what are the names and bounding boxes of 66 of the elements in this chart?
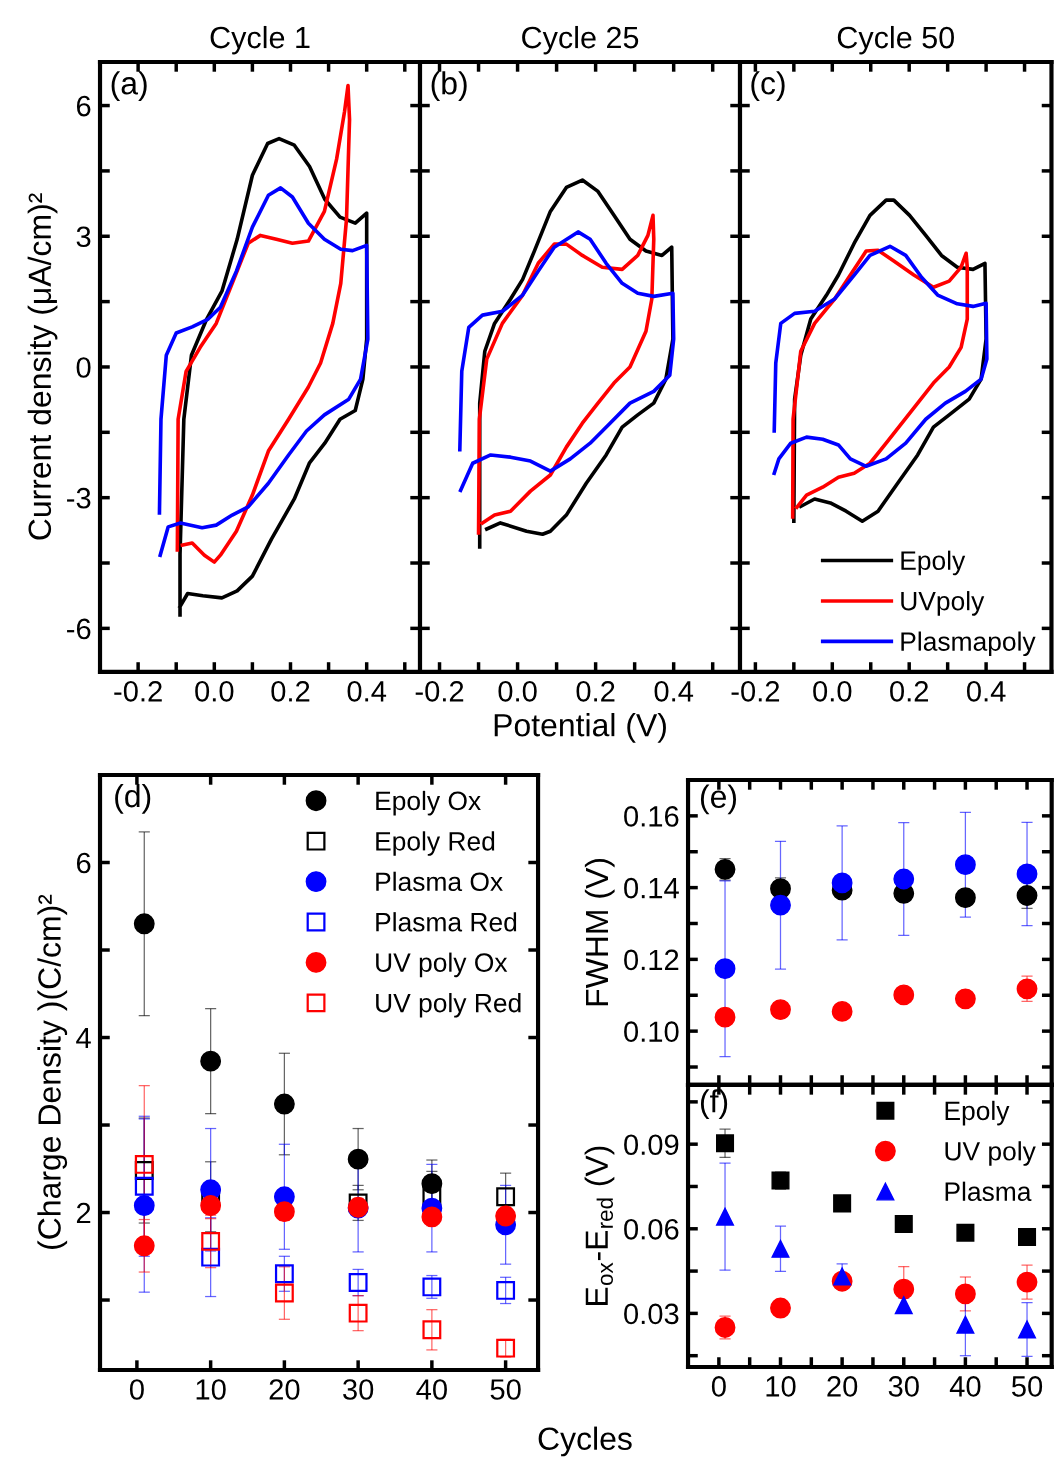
annotation: (f)	[700, 1089, 728, 1119]
y-tick-label: 0.09	[624, 1134, 679, 1156]
x-tick-label: 40	[949, 1376, 981, 1397]
legend-label: Epoly Ox	[376, 790, 481, 816]
annotation: (a)	[111, 71, 147, 101]
legend-label: UVpoly	[901, 591, 985, 616]
x-tick-label: 0.4	[347, 681, 387, 702]
y-axis-title: (Charge Density )(C/cm)²	[37, 894, 68, 1249]
x-tick-label: 50	[1011, 1376, 1043, 1397]
legend-label: Epoly Red	[376, 831, 495, 856]
chart-title: Cycle 1	[210, 25, 310, 55]
annotation: (d)	[115, 783, 151, 814]
y-tick-label: -6	[67, 618, 91, 640]
x-tick-label: -0.2	[114, 681, 162, 702]
x-tick-label: 0.2	[890, 681, 929, 702]
y-tick-label: 6	[76, 95, 91, 117]
x-tick-label: 50	[490, 1379, 521, 1400]
annotation: (e)	[700, 784, 737, 815]
legend-label: Plasmapoly	[901, 631, 1036, 657]
legend-label: Plasma Ox	[376, 871, 503, 892]
legend-label: Epoly	[945, 1100, 1010, 1126]
x-tick-label: 0.0	[813, 681, 852, 702]
x-tick-label: 0	[711, 1376, 726, 1397]
x-tick-label: 20	[269, 1379, 300, 1400]
y-tick-label: 4	[76, 1028, 91, 1049]
x-tick-label: 30	[888, 1376, 919, 1397]
y-tick-label: 0.14	[624, 877, 679, 899]
y-tick-label: 6	[76, 852, 91, 874]
y-axis-title: Current density (μA/cm)²	[27, 193, 58, 540]
y-tick-label: 0.06	[624, 1218, 679, 1240]
y-tick-label: -3	[67, 487, 91, 509]
y-tick-label: 0.16	[624, 806, 679, 827]
x-tick-label: 0.4	[966, 681, 1006, 702]
legend-label: Epoly	[901, 550, 966, 576]
legend-label: UV poly	[945, 1141, 1036, 1166]
x-tick-label: 20	[827, 1376, 858, 1397]
x-tick-label: -0.2	[731, 681, 780, 702]
legend-label: UV poly Ox	[376, 952, 508, 978]
y-tick-label: 0.10	[624, 1021, 679, 1042]
x-tick-label: 0.2	[576, 681, 615, 702]
x-axis-title: Potential (V)	[494, 713, 666, 743]
legend-label: Plasma Red	[376, 912, 517, 932]
x-tick-label: 0.0	[195, 681, 234, 702]
x-tick-label: 10	[766, 1376, 796, 1397]
y-axis-title: FWHM (V)	[584, 859, 615, 1006]
annotation: (b)	[431, 71, 467, 101]
x-tick-label: 0	[129, 1379, 144, 1400]
chart-title: Cycle 50	[837, 25, 954, 55]
x-tick-label: 0.4	[654, 681, 694, 702]
y-axis-title: E$_{ox}$-E$_{red}$ (V)	[584, 1146, 615, 1305]
y-tick-label: 0	[76, 357, 91, 378]
chart-title: Cycle 25	[522, 25, 639, 55]
x-tick-label: 40	[416, 1379, 447, 1400]
x-tick-label: 0.0	[498, 681, 537, 702]
x-axis-title: Cycles	[538, 1426, 632, 1457]
y-tick-label: 3	[76, 226, 91, 248]
x-tick-label: -0.2	[415, 681, 464, 702]
legend-label: Plasma	[945, 1181, 1032, 1202]
annotation: (c)	[751, 71, 785, 101]
y-tick-label: 0.12	[624, 949, 679, 971]
x-tick-label: 30	[343, 1379, 374, 1400]
legend-label: UV poly Red	[376, 993, 521, 1018]
y-tick-label: 2	[76, 1202, 91, 1224]
y-tick-label: 0.03	[624, 1303, 679, 1325]
x-tick-label: 0.2	[271, 681, 310, 702]
x-tick-label: 10	[196, 1379, 226, 1400]
